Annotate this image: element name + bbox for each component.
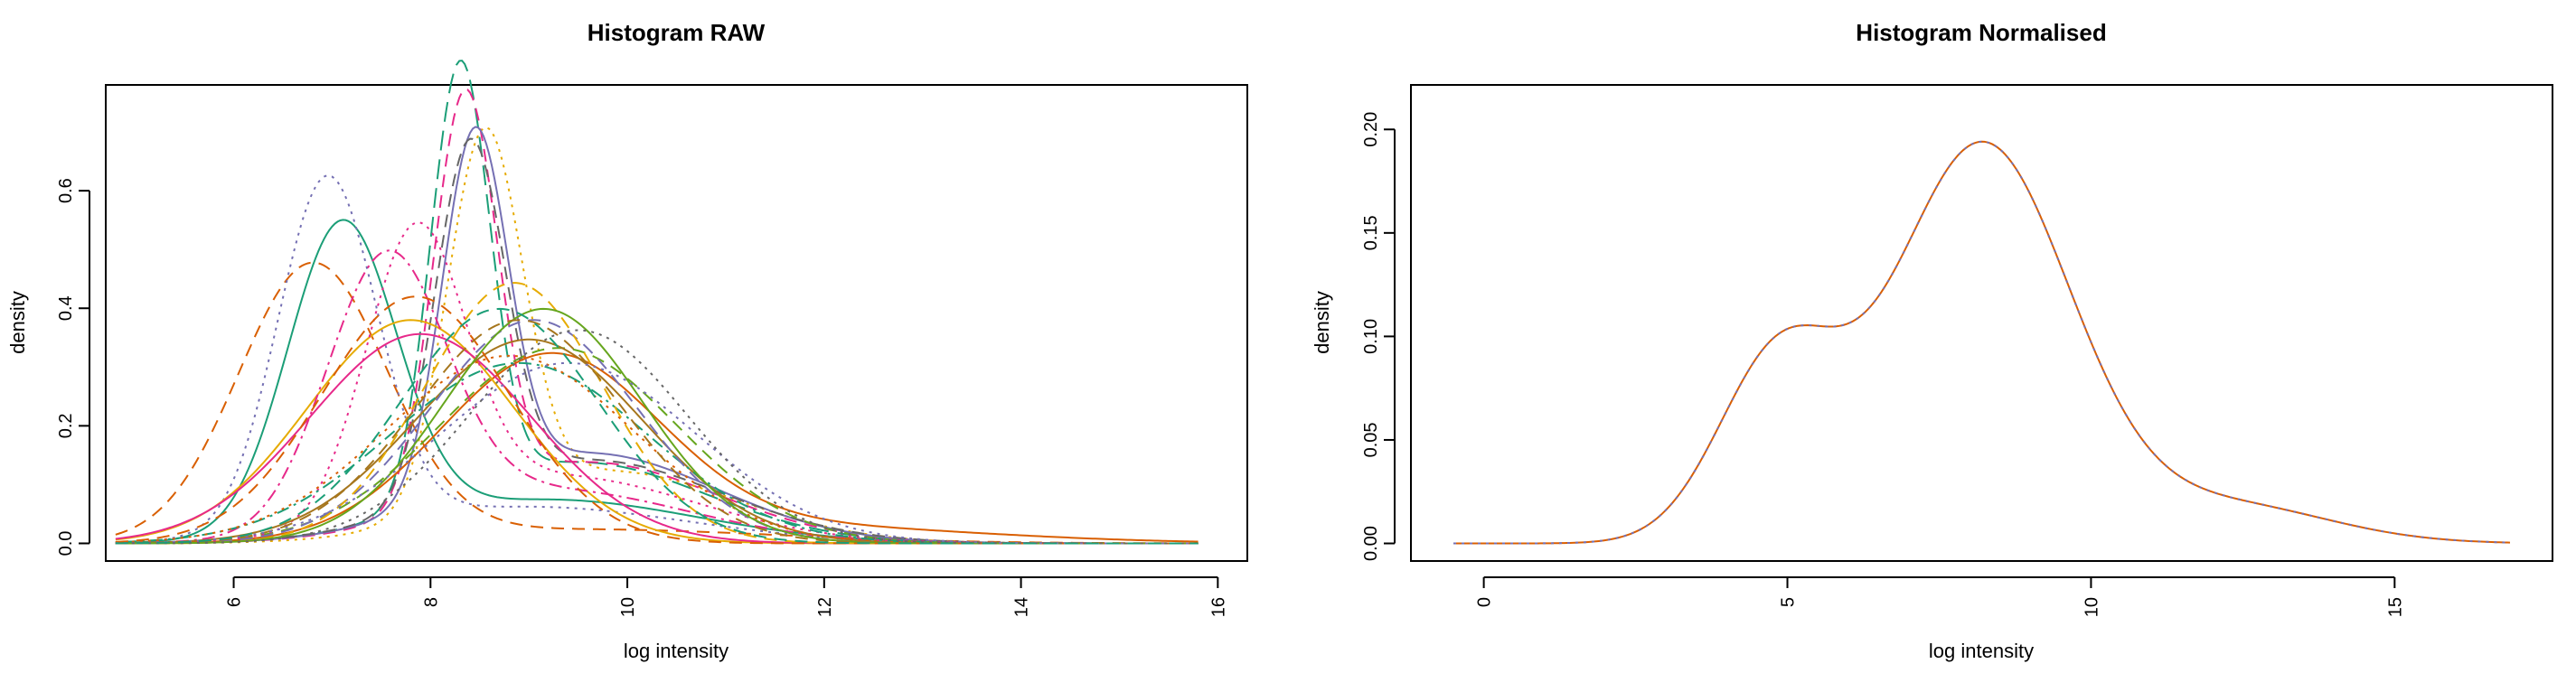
density-line-raw-17 <box>115 354 1199 545</box>
chart-raw-series-group <box>115 60 1199 545</box>
density-line-raw-1 <box>115 219 1199 545</box>
chart-normalised: Histogram Normalised 0 5 10 15 0.00 0.05 0.10… <box>1311 19 2553 662</box>
x-tick-label: 10 <box>618 597 638 617</box>
density-line-raw-21 <box>115 295 1199 545</box>
y-tick-label: 0.20 <box>1361 112 1381 147</box>
x-tick-label: 14 <box>1012 597 1032 617</box>
density-line-raw-2 <box>115 261 1199 545</box>
x-tick-label: 12 <box>815 597 835 617</box>
density-line-normalised-1 <box>1453 140 2510 545</box>
chart-normalised-y-axis: 0.00 0.05 0.10 0.15 0.20 <box>1361 112 1396 561</box>
y-tick-label: 0.4 <box>56 295 76 321</box>
y-tick-label: 0.0 <box>56 531 76 556</box>
chart-normalised-series-group <box>1453 140 2510 545</box>
density-line-raw-13 <box>115 249 1199 545</box>
density-line-raw-6 <box>115 126 1199 545</box>
density-line-raw-16 <box>115 361 1199 545</box>
chart-raw-y-axis: 0.0 0.2 0.4 0.6 <box>56 178 90 556</box>
density-line-raw-25 <box>115 307 1199 545</box>
density-line-raw-18 <box>115 319 1199 545</box>
x-tick-label: 0 <box>1475 597 1495 607</box>
x-tick-label: 10 <box>2082 597 2101 617</box>
density-line-raw-9 <box>115 351 1199 545</box>
x-tick-label: 5 <box>1779 597 1799 607</box>
y-tick-label: 0.6 <box>56 178 76 203</box>
x-tick-label: 16 <box>1208 597 1228 617</box>
chart-normalised-x-label: log intensity <box>1929 640 2034 662</box>
chart-raw: Histogram RAW 6 8 10 12 14 16 0.0 0.2 0.4 0.6 lo… <box>6 19 1248 662</box>
chart-raw-x-axis: 6 8 10 12 14 16 <box>225 576 1228 617</box>
y-tick-label: 0.10 <box>1361 319 1381 354</box>
density-line-raw-7 <box>115 126 1199 545</box>
chart-raw-title: Histogram RAW <box>588 19 766 46</box>
density-line-raw-24 <box>115 329 1199 545</box>
x-tick-label: 6 <box>225 597 245 607</box>
density-line-raw-20 <box>115 307 1199 545</box>
y-tick-label: 0.15 <box>1361 215 1381 250</box>
density-line-raw-8 <box>115 137 1199 545</box>
chart-normalised-x-axis: 0 5 10 15 <box>1475 576 2405 617</box>
chart-normalised-y-label: density <box>1311 291 1333 354</box>
chart-raw-y-label: density <box>6 291 29 354</box>
chart-normalised-plot-frame <box>1410 84 2553 562</box>
x-tick-label: 8 <box>421 597 441 607</box>
chart-raw-x-label: log intensity <box>624 640 729 662</box>
chart-normalised-title: Histogram Normalised <box>1856 19 2106 46</box>
y-tick-label: 0.2 <box>56 413 76 438</box>
density-line-raw-23 <box>115 361 1199 545</box>
x-tick-label: 15 <box>2385 597 2405 617</box>
y-tick-label: 0.00 <box>1361 526 1381 561</box>
chart-raw-plot-frame <box>105 84 1248 562</box>
density-line-normalised-2 <box>1453 140 2510 545</box>
y-tick-label: 0.05 <box>1361 422 1381 457</box>
density-line-raw-3 <box>115 174 1199 545</box>
